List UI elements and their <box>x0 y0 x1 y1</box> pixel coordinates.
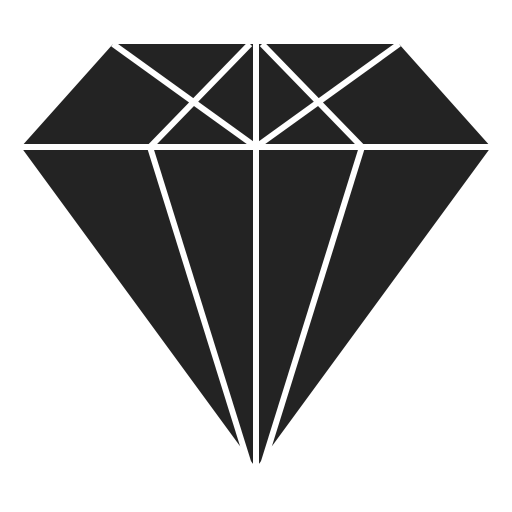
crown-right-diagonal-b <box>259 41 365 150</box>
diamond-facet-lines <box>21 41 491 469</box>
crown-left-diagonal-b <box>147 41 253 150</box>
crown-left-diagonal-a <box>111 41 258 150</box>
crown-right-diagonal-a <box>254 41 401 150</box>
pavilion-left-line <box>147 146 253 469</box>
pavilion-right-line <box>259 146 365 469</box>
